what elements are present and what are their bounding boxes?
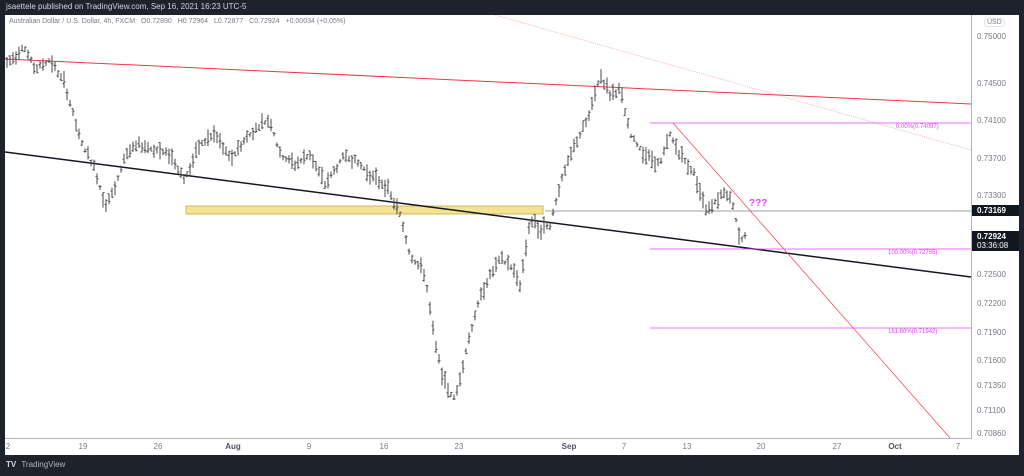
last-price-value: 0.72924 (977, 232, 1006, 241)
last-price-tag: 0.72924 03:36:08 (972, 231, 1019, 251)
tradingview-logo-icon: TV (6, 460, 17, 469)
ohlc-high: H0.72964 (177, 18, 209, 25)
time-tick: 19 (78, 442, 88, 451)
annotation-question-marks[interactable]: ??? (749, 198, 768, 209)
price-tick: 0.71600 (977, 356, 1006, 365)
fib-161-label: 161.80%(0.71942) (888, 329, 938, 335)
time-tick: Sep (561, 442, 577, 451)
price-tick: 0.71900 (977, 328, 1006, 337)
price-tick: 0.72200 (977, 299, 1006, 308)
ohlc-low: L0.72877 (214, 18, 244, 25)
fib-100-label: 100.00%(0.72765) (888, 250, 938, 256)
time-tick: 9 (306, 442, 312, 451)
price-tick: 0.74500 (977, 79, 1006, 88)
time-tick: Oct (888, 442, 902, 451)
time-tick: 16 (379, 442, 389, 451)
time-tick: 20 (756, 442, 766, 451)
chart-frame: Australian Dollar / U.S. Dollar, 4h, FXC… (5, 15, 1019, 455)
ohlc-change: +0.00034 (+0.05%) (285, 18, 346, 25)
trendline-faint-red[interactable] (494, 15, 971, 151)
trendline-red-upper[interactable] (5, 58, 971, 105)
time-axis[interactable]: 2 19 26 Aug 9 16 23 Sep 7 13 20 27 Oct 7 (5, 439, 971, 455)
level-price-tag: 0.73169 (972, 205, 1019, 216)
ohlc-close: C0.72924 (249, 18, 280, 25)
price-tick: 0.73700 (977, 154, 1006, 163)
publisher-info: jsaettele published on TradingView.com, … (6, 2, 247, 11)
price-tick: 0.72500 (977, 270, 1006, 279)
chart-plot-area[interactable]: Australian Dollar / U.S. Dollar, 4h, FXC… (5, 15, 972, 439)
bar-countdown: 03:36:08 (977, 241, 1009, 250)
ohlc-open: O0.72890 (141, 18, 172, 25)
time-tick: 23 (454, 442, 464, 451)
fib-0-label: 0.00%(0.74097) (896, 124, 939, 130)
price-tick: 0.71350 (977, 381, 1006, 390)
currency-label[interactable]: USD (984, 18, 1005, 27)
price-tick: 0.71100 (977, 406, 1006, 415)
price-tick: 0.70860 (977, 429, 1006, 438)
price-axis[interactable]: USD 0.75000 0.74500 0.74100 0.73700 0.73… (972, 15, 1019, 438)
time-tick: 7 (955, 442, 961, 451)
time-tick: 7 (621, 442, 627, 451)
support-zone[interactable] (185, 205, 544, 215)
footer-branding: TV TradingView (6, 460, 65, 469)
ohlc-bars (5, 44, 747, 401)
time-tick: 27 (832, 442, 842, 451)
price-tick: 0.73300 (977, 191, 1006, 200)
price-chart-svg (5, 15, 971, 438)
top-bar: jsaettele published on TradingView.com, … (0, 0, 1024, 15)
brand-name: TradingView (21, 460, 66, 469)
symbol-legend: Australian Dollar / U.S. Dollar, 4h, FXC… (9, 18, 349, 25)
trendline-red-steep[interactable] (672, 122, 951, 438)
time-tick: 13 (682, 442, 692, 451)
price-tick: 0.74100 (977, 116, 1006, 125)
time-tick: 2 (5, 442, 11, 451)
symbol-name: Australian Dollar / U.S. Dollar, 4h, FXC… (9, 18, 136, 25)
time-tick: Aug (225, 442, 241, 451)
time-tick: 26 (153, 442, 163, 451)
trendline-black[interactable] (5, 151, 971, 278)
price-tick: 0.75000 (977, 32, 1006, 41)
